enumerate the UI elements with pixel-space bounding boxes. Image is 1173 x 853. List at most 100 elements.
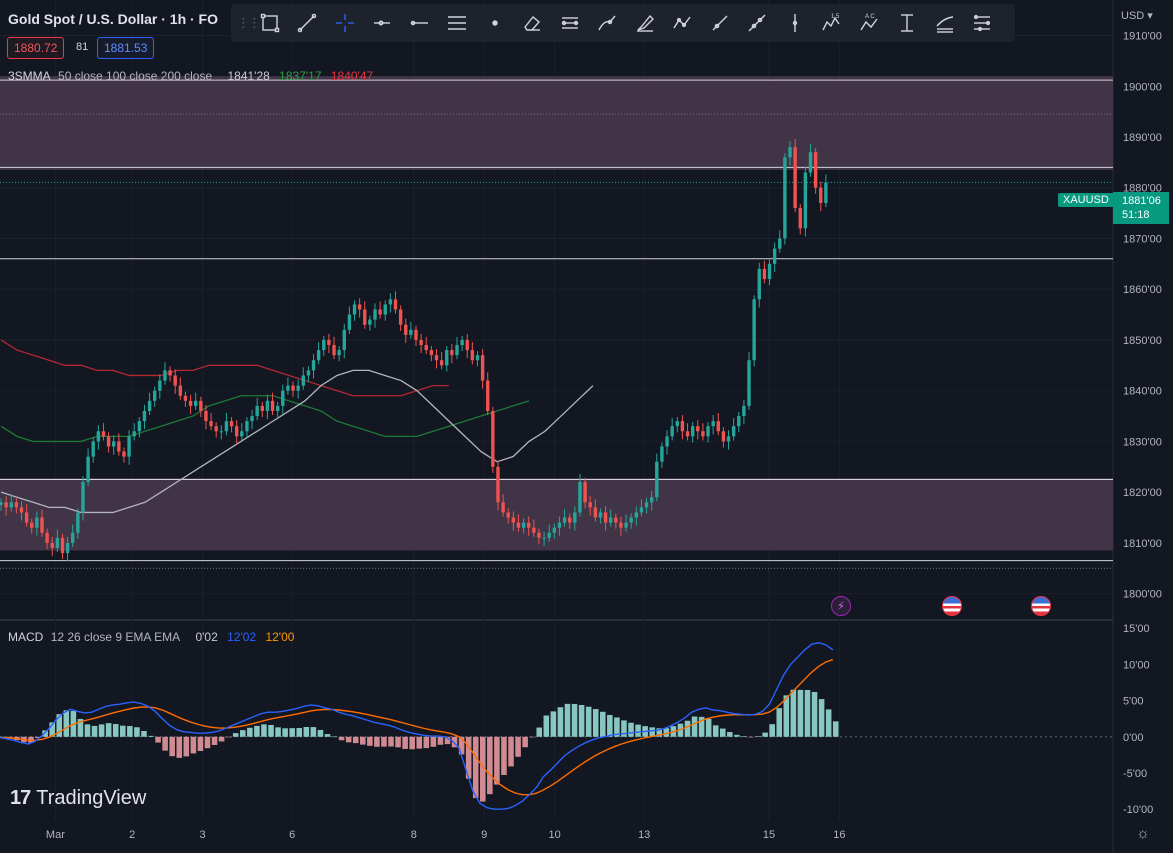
candle-body[interactable]: [542, 537, 546, 539]
candle-body[interactable]: [398, 309, 403, 325]
ray-icon[interactable]: [701, 8, 739, 38]
candle-body[interactable]: [511, 517, 516, 523]
candle-body[interactable]: [347, 314, 352, 330]
candle-body[interactable]: [188, 400, 193, 406]
candle-body[interactable]: [209, 421, 213, 427]
signal-line[interactable]: [0, 658, 834, 796]
candle-body[interactable]: [808, 152, 813, 173]
candle-body[interactable]: [240, 431, 244, 437]
candle-body[interactable]: [332, 345, 336, 356]
candle-body[interactable]: [147, 400, 152, 411]
vertical-line-icon[interactable]: [776, 8, 814, 38]
candle-body[interactable]: [19, 507, 24, 513]
polyline-icon[interactable]: [664, 8, 702, 38]
candle-body[interactable]: [234, 426, 239, 437]
candle-body[interactable]: [270, 400, 275, 411]
candle-body[interactable]: [86, 456, 90, 483]
elliott-wave-icon[interactable]: 1 5: [814, 8, 852, 38]
candle-body[interactable]: [14, 502, 19, 508]
candle-body[interactable]: [578, 482, 582, 513]
candle-body[interactable]: [342, 329, 346, 351]
fib-channel-icon[interactable]: [964, 8, 1002, 38]
candle-body[interactable]: [311, 360, 316, 371]
candle-body[interactable]: [383, 304, 387, 315]
candle-body[interactable]: [429, 350, 434, 356]
candle-body[interactable]: [204, 410, 208, 422]
candle-body[interactable]: [731, 426, 736, 437]
candle-body[interactable]: [742, 405, 746, 417]
candle-body[interactable]: [81, 482, 85, 513]
candle-body[interactable]: [260, 405, 264, 411]
candle-body[interactable]: [465, 339, 469, 351]
candle-body[interactable]: [470, 350, 475, 361]
candle-body[interactable]: [450, 350, 454, 356]
ask-price[interactable]: 1881.53: [97, 37, 155, 59]
candle-body[interactable]: [537, 532, 541, 538]
candle-body[interactable]: [301, 375, 305, 386]
candle-body[interactable]: [721, 431, 726, 442]
us-flag-icon[interactable]: [942, 596, 962, 616]
candle-body[interactable]: [393, 299, 398, 310]
candle-body[interactable]: [368, 319, 372, 325]
candle-body[interactable]: [414, 329, 418, 340]
candle-body[interactable]: [445, 350, 449, 366]
highlighter-icon[interactable]: [626, 8, 664, 38]
candle-body[interactable]: [388, 299, 393, 305]
candle-body[interactable]: [660, 446, 664, 462]
candle-body[interactable]: [404, 324, 408, 335]
candle-body[interactable]: [173, 375, 177, 386]
candle-body[interactable]: [214, 426, 218, 432]
candle-body[interactable]: [265, 400, 270, 411]
candle-body[interactable]: [665, 436, 669, 447]
candle-body[interactable]: [711, 421, 715, 427]
macd-line[interactable]: [0, 641, 834, 810]
candle-body[interactable]: [55, 537, 60, 548]
candle-body[interactable]: [562, 517, 567, 523]
candle-body[interactable]: [516, 522, 521, 528]
candle-body[interactable]: [142, 410, 147, 422]
smma100-line[interactable]: [0, 395, 530, 443]
candle-body[interactable]: [419, 339, 423, 346]
smma-legend[interactable]: 3SMMA 50 close 100 close 200 close 1841'…: [8, 69, 379, 83]
candle-body[interactable]: [527, 522, 531, 528]
candle-body[interactable]: [614, 517, 618, 523]
abcd-pattern-icon[interactable]: A C: [851, 8, 889, 38]
horizontal-line-icon[interactable]: [401, 8, 439, 38]
candle-body[interactable]: [701, 431, 705, 437]
candle-body[interactable]: [96, 431, 101, 442]
candle-body[interactable]: [9, 502, 13, 508]
candle-body[interactable]: [588, 502, 592, 508]
candle-body[interactable]: [30, 522, 34, 528]
candle-body[interactable]: [706, 426, 710, 437]
candle-body[interactable]: [439, 360, 444, 366]
price-zone[interactable]: [0, 477, 1113, 551]
tradingview-logo[interactable]: 17 TradingView: [10, 787, 146, 810]
candle-body[interactable]: [598, 512, 603, 518]
candle-body[interactable]: [168, 370, 172, 376]
horizontal-ray-icon[interactable]: [364, 8, 402, 38]
candle-body[interactable]: [71, 532, 75, 543]
candle-body[interactable]: [778, 238, 782, 249]
candle-body[interactable]: [690, 426, 695, 437]
candle-body[interactable]: [762, 268, 767, 280]
candle-body[interactable]: [649, 497, 654, 503]
candle-body[interactable]: [460, 339, 464, 346]
currency-selector[interactable]: USD ▾: [1121, 10, 1153, 22]
candle-body[interactable]: [373, 309, 377, 320]
candle-body[interactable]: [603, 512, 608, 523]
regression-trend-icon[interactable]: [551, 8, 589, 38]
candle-body[interactable]: [106, 436, 111, 447]
candle-body[interactable]: [624, 522, 628, 528]
candle-body[interactable]: [137, 421, 142, 432]
candle-body[interactable]: [122, 451, 126, 457]
candle-body[interactable]: [40, 517, 44, 533]
trend-line-icon[interactable]: [289, 8, 327, 38]
candle-body[interactable]: [76, 512, 80, 533]
candle-body[interactable]: [798, 208, 802, 229]
brush-icon[interactable]: [589, 8, 627, 38]
candle-body[interactable]: [783, 157, 787, 239]
candle-body[interactable]: [593, 507, 598, 518]
candle-body[interactable]: [4, 502, 8, 508]
candle-body[interactable]: [496, 466, 500, 503]
candle-body[interactable]: [685, 431, 690, 437]
